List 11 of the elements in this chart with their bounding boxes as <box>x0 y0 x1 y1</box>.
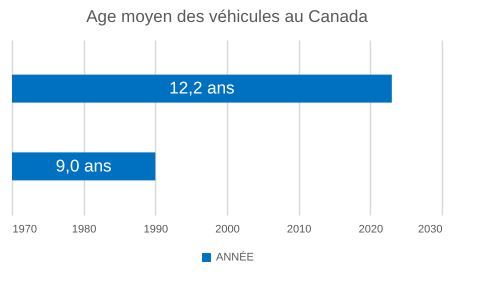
chart-title: Age moyen des véhicules au Canada <box>86 7 368 26</box>
annotation: 12,2 ans <box>169 78 235 98</box>
x-tick-label: 1980 <box>72 224 96 236</box>
x-tick-label: 2020 <box>358 224 384 236</box>
x-tick-label: 1990 <box>144 224 168 236</box>
x-tick-label: 2010 <box>286 224 312 236</box>
annotation: 9,0 ans <box>56 156 112 176</box>
x-tick-label: 1970 <box>12 224 37 236</box>
legend-label: ANNÉE <box>216 250 254 264</box>
x-tick-label: 2030 <box>418 224 442 236</box>
x-tick-label: 2000 <box>215 224 240 236</box>
